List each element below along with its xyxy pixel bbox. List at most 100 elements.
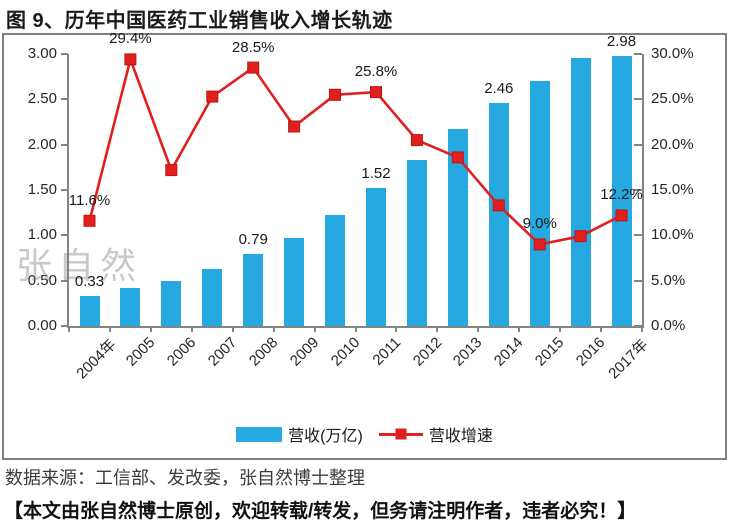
x-axis-category-label: 2008 (245, 334, 282, 370)
right-axis-tick-label: 30.0% (651, 45, 694, 62)
x-axis-category-label: 2011 (369, 334, 405, 369)
x-axis-tick (600, 326, 603, 332)
growth-rate-label: 28.5% (231, 38, 275, 56)
revenue-bar (570, 57, 591, 326)
growth-rate-marker-icon (165, 164, 178, 177)
revenue-bar (406, 160, 427, 326)
revenue-bar (529, 81, 550, 326)
growth-rate-label: 9.0% (522, 215, 557, 233)
left-axis-tick (61, 98, 68, 101)
revenue-bar (447, 129, 468, 326)
legend: 营收(万亿) 营收增速 (4, 422, 725, 446)
right-axis-tick (634, 279, 642, 282)
revenue-bar (366, 188, 386, 326)
growth-rate-marker-icon (206, 90, 219, 103)
x-axis-category-label: 2017年 (605, 336, 652, 383)
left-axis-tick-label: 1.50 (27, 181, 57, 198)
left-axis-tick (61, 279, 68, 282)
x-axis-category-label: 2006 (163, 334, 200, 370)
x-axis-category-label: 2016 (573, 334, 609, 370)
footer-note: 【本文由张自然博士原创，欢迎转载/转发，但务请注明作者，违者必究！】 (4, 501, 637, 522)
chart-title: 图 9、历年中国医药工业销售收入增长轨迹 (6, 10, 393, 32)
x-axis-category-label: 2004年 (73, 336, 120, 383)
x-axis-tick (436, 326, 439, 332)
growth-rate-marker-icon (124, 53, 137, 66)
growth-rate-marker-icon (410, 134, 423, 147)
growth-rate-marker-icon (247, 61, 260, 74)
x-axis-tick (559, 326, 562, 332)
growth-rate-marker-icon (492, 199, 505, 212)
x-axis-tick (477, 326, 480, 332)
growth-rate-label: 29.4% (109, 30, 152, 48)
chart-panel: 张自然 0.33 0.79 1.52 2.46 2.98 11.6% 29.4% 28.5% 2… (2, 30, 727, 460)
growth-rate-marker-icon (574, 230, 587, 243)
x-axis-tick (395, 326, 398, 332)
x-axis-tick (149, 326, 152, 332)
legend-bar-swatch-icon (236, 426, 283, 442)
right-axis-tick-label: 15.0% (651, 181, 694, 198)
x-axis-category-label: 2007 (204, 334, 241, 370)
revenue-bar (284, 238, 305, 326)
growth-rate-label: 11.6% (68, 191, 111, 209)
x-axis-tick (354, 326, 357, 332)
x-axis-category-label: 2012 (409, 334, 445, 370)
revenue-bar (611, 55, 632, 326)
growth-rate-marker-icon (370, 86, 382, 99)
x-axis-category-label: 2014 (491, 334, 527, 370)
right-axis-tick-label: 0.0% (651, 317, 686, 334)
left-axis-tick-label: 1.00 (27, 226, 57, 244)
x-axis-tick (313, 326, 316, 332)
x-axis-category-label: 2013 (450, 334, 486, 370)
growth-rate-marker-icon (83, 214, 96, 227)
plot-area: 0.33 0.79 1.52 2.46 2.98 11.6% 29.4% 28.5% 25.8%… (28, 30, 694, 382)
legend-line-label: 营收增速 (428, 428, 493, 445)
revenue-bar (120, 287, 141, 326)
growth-rate-label: 25.8% (354, 63, 398, 81)
right-axis-tick-label: 20.0% (651, 135, 694, 153)
x-axis-category-label: 2005 (122, 334, 159, 370)
right-axis-tick-label: 10.0% (651, 226, 694, 244)
revenue-bar (243, 254, 264, 326)
left-axis-tick (61, 189, 68, 191)
x-axis-tick (68, 326, 70, 332)
x-axis-tick (108, 326, 111, 332)
right-axis-tick (634, 234, 642, 237)
revenue-bar (488, 103, 509, 326)
bar-value-label: 1.52 (361, 165, 391, 183)
left-axis-tick (61, 325, 68, 327)
bar-value-label: 2.98 (606, 32, 637, 50)
growth-rate-marker-icon (451, 151, 464, 164)
x-axis-tick (518, 326, 521, 332)
right-axis-tick (634, 189, 642, 191)
legend-line-swatch-icon (378, 428, 423, 440)
x-axis-tick (231, 326, 234, 332)
x-axis-category-label: 2015 (532, 334, 568, 370)
legend-line-marker-icon (395, 428, 407, 440)
right-axis-tick (634, 53, 642, 55)
x-axis-category-label: 2009 (286, 334, 323, 370)
revenue-bar (202, 268, 223, 326)
x-axis-tick (190, 326, 193, 332)
growth-rate-marker-icon (288, 120, 301, 133)
growth-rate-label: 12.2% (600, 186, 643, 204)
left-axis-tick-label: 2.50 (27, 90, 57, 108)
left-axis-tick (61, 53, 68, 55)
right-axis-tick (634, 143, 642, 146)
left-axis-tick (61, 143, 68, 146)
x-axis-category-label: 2010 (327, 334, 364, 370)
bar-value-label: 2.46 (484, 80, 514, 97)
left-axis-tick-label: 3.00 (27, 45, 57, 62)
growth-rate-marker-icon (329, 88, 341, 101)
left-axis-tick-label: 0.00 (27, 317, 57, 334)
x-axis-tick (641, 326, 643, 332)
right-axis-tick (634, 98, 642, 101)
source-line: 数据来源：工信部、发改委，张自然博士整理 (5, 468, 365, 488)
revenue-bar (79, 296, 100, 326)
left-axis-tick (61, 234, 68, 237)
right-axis-tick (634, 325, 642, 327)
revenue-bar (325, 214, 345, 326)
growth-rate-line (83, 53, 628, 251)
bar-value-label: 0.79 (238, 231, 268, 249)
bar-value-label: 0.33 (74, 273, 105, 291)
